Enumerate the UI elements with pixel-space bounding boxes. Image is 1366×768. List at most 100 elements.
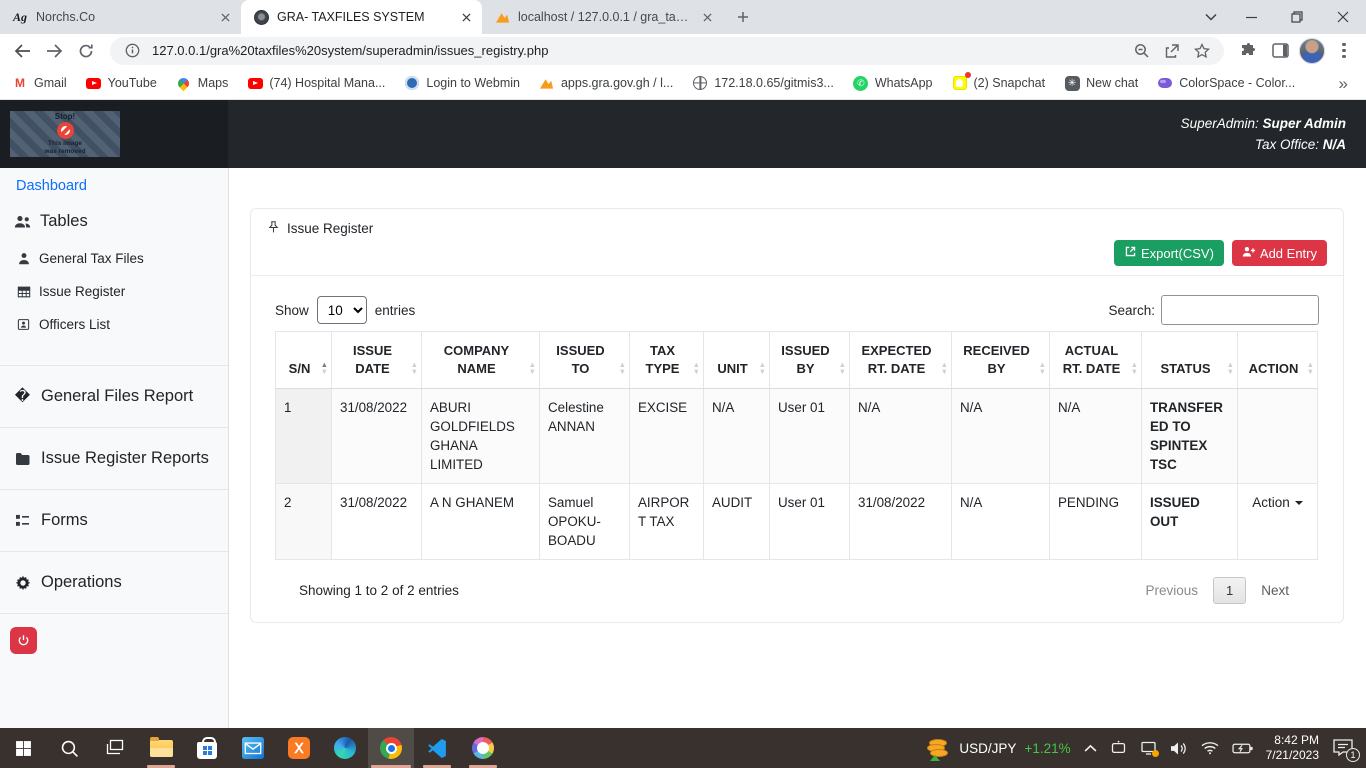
- notification-center-icon[interactable]: 1: [1332, 738, 1360, 762]
- bookmark-youtube[interactable]: YouTube: [86, 75, 157, 91]
- url-text[interactable]: 127.0.0.1/gra%20taxfiles%20system/supera…: [152, 43, 549, 58]
- search-input[interactable]: [1161, 295, 1319, 325]
- volume-icon[interactable]: [1170, 741, 1188, 756]
- tab-norchs[interactable]: Ag Norchs.Co: [0, 0, 241, 34]
- sidebar-item-operations[interactable]: Operations: [0, 551, 228, 613]
- bookmarks-overflow-chevrons[interactable]: [1333, 75, 1354, 92]
- tray-display-icon[interactable]: [1140, 740, 1159, 757]
- zoom-icon[interactable]: [1132, 41, 1152, 61]
- close-icon[interactable]: [699, 9, 715, 25]
- column-header-sn[interactable]: S/N: [275, 331, 332, 389]
- bookmark-whatsapp[interactable]: ✆ WhatsApp: [853, 75, 933, 91]
- colorspace-icon: [1157, 75, 1173, 91]
- close-window-button[interactable]: [1320, 0, 1366, 34]
- tray-device-icon[interactable]: [1110, 740, 1127, 756]
- battery-icon[interactable]: [1232, 742, 1253, 755]
- paint3d-icon[interactable]: [460, 728, 506, 768]
- wifi-icon[interactable]: [1201, 741, 1219, 755]
- close-icon[interactable]: [458, 9, 474, 25]
- sidebar-item-dashboard[interactable]: Dashboard: [16, 178, 87, 194]
- tab-search-chevron[interactable]: [1194, 0, 1228, 34]
- column-header-unit[interactable]: UNIT: [703, 331, 770, 389]
- cell-sn: 2: [275, 483, 332, 560]
- vscode-icon[interactable]: [414, 728, 460, 768]
- action-dropdown[interactable]: Action: [1252, 495, 1303, 510]
- add-entry-button[interactable]: Add Entry: [1231, 240, 1327, 266]
- task-view-icon[interactable]: [92, 728, 138, 768]
- cell-status: ISSUED OUT: [1141, 483, 1238, 560]
- sidebar-item-issue-register[interactable]: Issue Register: [0, 275, 228, 308]
- reload-button[interactable]: [72, 37, 100, 65]
- bookmark-gmail[interactable]: M Gmail: [12, 75, 67, 91]
- sidebar-item-officers-list[interactable]: Officers List: [0, 308, 228, 341]
- column-header-status[interactable]: STATUS: [1141, 331, 1238, 389]
- bookmark-snapchat[interactable]: (2) Snapchat: [952, 72, 1045, 91]
- microsoft-store-icon[interactable]: [184, 728, 230, 768]
- cell-received-by: N/A: [951, 388, 1050, 484]
- sidebar-item-general-files-report[interactable]: � General Files Report: [0, 365, 228, 427]
- column-header-expected-rt-date[interactable]: EXPECTED RT. DATE: [849, 331, 952, 389]
- column-header-action[interactable]: ACTION: [1237, 331, 1318, 389]
- bookmark-star-icon[interactable]: [1192, 41, 1212, 61]
- minimize-button[interactable]: [1228, 0, 1274, 34]
- profile-avatar[interactable]: [1298, 37, 1326, 65]
- bookmark-colorspace[interactable]: ColorSpace - Color...: [1157, 75, 1295, 91]
- menu-dots-icon[interactable]: [1330, 37, 1358, 65]
- share-icon[interactable]: [1162, 41, 1182, 61]
- column-header-tax-type[interactable]: TAX TYPE: [629, 331, 704, 389]
- edge-icon[interactable]: [322, 728, 368, 768]
- bookmark-webmin[interactable]: Login to Webmin: [404, 75, 520, 91]
- info-icon[interactable]: [122, 41, 142, 61]
- side-panel-icon[interactable]: [1266, 37, 1294, 65]
- entries-summary: Showing 1 to 2 of 2 entries: [299, 583, 459, 598]
- taskbar-clock[interactable]: 8:42 PM 7/21/2023: [1266, 733, 1319, 763]
- tab-strip: Ag Norchs.Co GRA- TAXFILES SYSTEM localh…: [0, 0, 1366, 34]
- taskbar-search-icon[interactable]: [46, 728, 92, 768]
- close-icon[interactable]: [217, 9, 233, 25]
- currency-ticker-widget[interactable]: USD/JPY +1.21%: [927, 737, 1071, 761]
- new-tab-button[interactable]: [729, 3, 757, 31]
- issue-register-table: S/N ISSUE DATE COMPANY NAME ISSUED TO TA…: [275, 331, 1318, 560]
- main-content: Issue Register Export(CSV) Add Entry: [230, 168, 1366, 728]
- sidebar-item-general-tax-files[interactable]: General Tax Files: [0, 242, 228, 275]
- export-csv-button[interactable]: Export(CSV): [1113, 240, 1224, 266]
- column-header-received-by[interactable]: RECEIVED BY: [951, 331, 1050, 389]
- entries-select[interactable]: 10: [316, 296, 367, 324]
- cell-issued-by: User 01: [769, 483, 850, 560]
- restore-button[interactable]: [1274, 0, 1320, 34]
- tab-gra-taxfiles[interactable]: GRA- TAXFILES SYSTEM: [241, 0, 482, 34]
- bookmark-maps[interactable]: Maps: [176, 75, 228, 91]
- next-page-button[interactable]: Next: [1261, 583, 1289, 598]
- cell-action: [1237, 388, 1318, 484]
- file-explorer-icon[interactable]: [138, 728, 184, 768]
- bookmark-gitmis[interactable]: 172.18.0.65/gitmis3...: [692, 75, 834, 91]
- logout-power-button[interactable]: [10, 627, 37, 654]
- sidebar-item-tables[interactable]: Tables: [0, 201, 228, 242]
- sidebar-item-issue-register-reports[interactable]: Issue Register Reports: [0, 427, 228, 489]
- bookmark-hospital[interactable]: (74) Hospital Mana...: [247, 75, 385, 91]
- start-button[interactable]: [0, 728, 46, 768]
- extensions-icon[interactable]: [1234, 37, 1262, 65]
- column-header-actual-rt-date[interactable]: ACTUAL RT. DATE: [1049, 331, 1142, 389]
- back-button[interactable]: [8, 37, 36, 65]
- bookmark-gra-apps[interactable]: apps.gra.gov.gh / l...: [539, 75, 673, 91]
- address-bar[interactable]: 127.0.0.1/gra%20taxfiles%20system/supera…: [110, 36, 1224, 65]
- xampp-icon[interactable]: ꓫ: [276, 728, 322, 768]
- bookmark-new-chat[interactable]: ✳ New chat: [1064, 75, 1138, 91]
- page-number-button[interactable]: 1: [1213, 577, 1247, 604]
- mail-icon[interactable]: [230, 728, 276, 768]
- previous-page-button[interactable]: Previous: [1145, 583, 1198, 598]
- no-entry-icon: [56, 122, 74, 139]
- tab-phpmyadmin[interactable]: localhost / 127.0.0.1 / gra_taxfiles: [482, 0, 723, 34]
- tray-chevron-up-icon[interactable]: [1084, 744, 1097, 753]
- column-header-company-name[interactable]: COMPANY NAME: [421, 331, 540, 389]
- coins-icon: [927, 737, 951, 761]
- column-header-issued-by[interactable]: ISSUED BY: [769, 331, 850, 389]
- chrome-icon[interactable]: [368, 728, 414, 768]
- cell-status: TRANSFERED TO SPINTEX TSC: [1141, 388, 1238, 484]
- sidebar-item-forms[interactable]: Forms: [0, 489, 228, 551]
- system-tray: USD/JPY +1.21% 8:42 PM 7/21/2023 1: [927, 728, 1366, 768]
- column-header-issue-date[interactable]: ISSUE DATE: [331, 331, 422, 389]
- forward-button[interactable]: [40, 37, 68, 65]
- column-header-issued-to[interactable]: ISSUED TO: [539, 331, 630, 389]
